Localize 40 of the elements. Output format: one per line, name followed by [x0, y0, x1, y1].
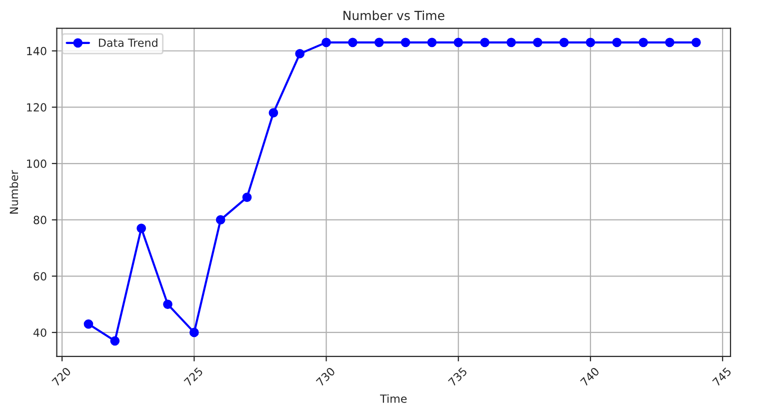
- point: [322, 38, 331, 48]
- point: [242, 192, 252, 202]
- point: [163, 300, 172, 309]
- x-tick-label: 720: [52, 366, 72, 387]
- y-tick-label: 60: [34, 272, 46, 281]
- point: [454, 38, 464, 48]
- y-tick-label: 140: [27, 46, 46, 56]
- x-tick-label: 735: [448, 366, 468, 387]
- point: [480, 38, 490, 48]
- point: [532, 38, 542, 48]
- point: [216, 215, 226, 225]
- point: [348, 38, 358, 48]
- point: [374, 38, 384, 48]
- y-tick-label: 40: [33, 328, 46, 337]
- x-axis-title: Time: [380, 394, 407, 403]
- y-tick-label: 100: [27, 159, 46, 168]
- x-tick-label: 745: [712, 367, 732, 387]
- x-tick-label: 725: [184, 366, 204, 387]
- point: [295, 49, 305, 58]
- y-tick-label: 120: [27, 103, 46, 112]
- point: [691, 38, 701, 48]
- point: [268, 108, 278, 118]
- x-tick-label: 730: [316, 366, 336, 387]
- point: [400, 38, 410, 48]
- point: [506, 38, 516, 48]
- x-tick-label: 740: [580, 366, 600, 387]
- point: [189, 328, 199, 338]
- point: [84, 319, 94, 329]
- y-axis-title: Number: [10, 170, 18, 214]
- legend-label: Data Trend: [98, 38, 158, 47]
- point: [665, 38, 674, 48]
- point: [638, 38, 648, 48]
- point: [559, 38, 569, 48]
- point: [110, 336, 120, 346]
- point: [427, 38, 437, 48]
- chart-title: Number vs Time: [344, 10, 444, 20]
- point: [586, 38, 596, 48]
- point: [612, 38, 622, 48]
- y-tick-label: 80: [34, 216, 46, 224]
- point: [136, 224, 146, 233]
